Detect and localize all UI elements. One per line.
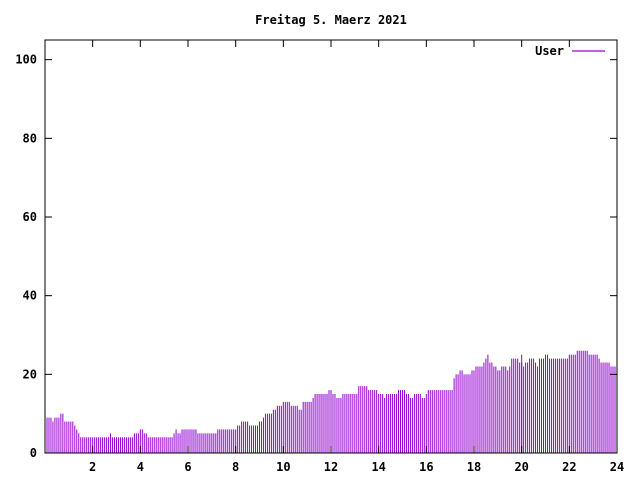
y-tick-label: 100 [15, 53, 37, 67]
x-tick-label: 2 [89, 460, 96, 474]
x-tick-label: 16 [419, 460, 433, 474]
y-tick-label: 0 [30, 446, 37, 460]
x-tick-label: 6 [184, 460, 191, 474]
x-tick-label: 4 [137, 460, 144, 474]
y-tick-label: 20 [23, 367, 37, 381]
legend-label-user: User [535, 44, 564, 58]
x-tick-label: 8 [232, 460, 239, 474]
x-tick-label: 22 [562, 460, 576, 474]
spikes-group [330, 354, 523, 453]
y-tick-label: 40 [23, 289, 37, 303]
chart-title: Freitag 5. Maerz 2021 [255, 13, 407, 27]
bars-group [44, 350, 618, 453]
x-tick-label: 20 [514, 460, 528, 474]
y-tick-label: 60 [23, 210, 37, 224]
y-tick-label: 80 [23, 131, 37, 145]
x-tick-label: 10 [276, 460, 290, 474]
x-tick-label: 24 [610, 460, 624, 474]
x-tick-label: 14 [371, 460, 385, 474]
legend: User [535, 44, 605, 58]
x-tick-label: 12 [324, 460, 338, 474]
x-tick-label: 18 [467, 460, 481, 474]
